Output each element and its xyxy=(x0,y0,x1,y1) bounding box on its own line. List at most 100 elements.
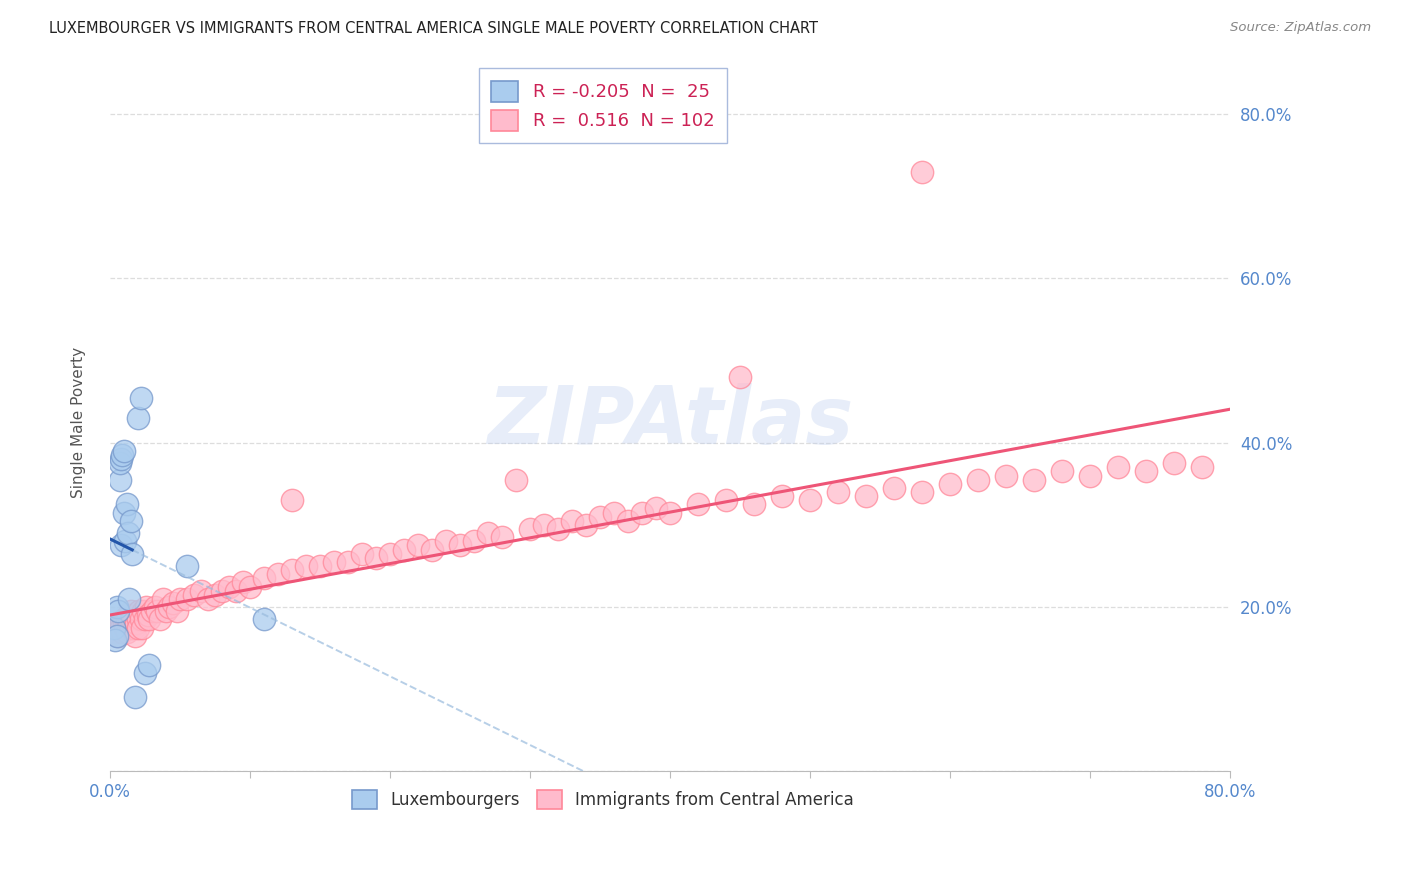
Point xyxy=(267,567,290,582)
Point xyxy=(742,497,765,511)
Point xyxy=(104,624,127,639)
Point xyxy=(120,621,142,635)
Point xyxy=(204,588,226,602)
Point xyxy=(112,506,135,520)
Point xyxy=(141,604,163,618)
Point xyxy=(111,624,134,639)
Point xyxy=(281,493,304,508)
Point xyxy=(120,604,142,618)
Point xyxy=(799,493,821,508)
Point xyxy=(129,612,152,626)
Point xyxy=(124,690,146,705)
Point xyxy=(162,596,184,610)
Point xyxy=(239,580,262,594)
Point xyxy=(218,580,240,594)
Point xyxy=(463,534,485,549)
Point xyxy=(939,476,962,491)
Point xyxy=(118,616,141,631)
Point xyxy=(131,621,153,635)
Point xyxy=(1191,460,1213,475)
Point xyxy=(434,534,457,549)
Point xyxy=(1078,468,1101,483)
Point xyxy=(135,600,157,615)
Point xyxy=(883,481,905,495)
Point xyxy=(659,506,682,520)
Point xyxy=(127,612,149,626)
Point xyxy=(728,370,751,384)
Point xyxy=(589,509,612,524)
Point xyxy=(561,514,583,528)
Point xyxy=(112,444,135,458)
Point xyxy=(110,616,132,631)
Point xyxy=(157,600,180,615)
Point xyxy=(134,612,156,626)
Point xyxy=(911,485,934,500)
Point xyxy=(1052,465,1074,479)
Text: Source: ZipAtlas.com: Source: ZipAtlas.com xyxy=(1230,21,1371,34)
Point xyxy=(152,591,174,606)
Point xyxy=(112,616,135,631)
Legend: Luxembourgers, Immigrants from Central America: Luxembourgers, Immigrants from Central A… xyxy=(346,783,860,815)
Point xyxy=(491,530,513,544)
Point xyxy=(120,514,142,528)
Point xyxy=(631,506,654,520)
Point xyxy=(122,621,145,635)
Point xyxy=(108,473,131,487)
Point xyxy=(770,489,793,503)
Point xyxy=(125,616,148,631)
Point xyxy=(128,604,150,618)
Point xyxy=(127,411,149,425)
Point xyxy=(449,538,471,552)
Point xyxy=(190,583,212,598)
Point xyxy=(117,526,139,541)
Point xyxy=(138,612,160,626)
Point xyxy=(105,629,128,643)
Point xyxy=(364,550,387,565)
Point xyxy=(104,632,127,647)
Point xyxy=(1024,473,1046,487)
Point xyxy=(127,621,149,635)
Point xyxy=(1135,465,1157,479)
Point xyxy=(911,164,934,178)
Point xyxy=(309,558,332,573)
Point xyxy=(232,575,254,590)
Point xyxy=(110,452,132,467)
Point xyxy=(118,591,141,606)
Point xyxy=(115,612,138,626)
Point xyxy=(111,448,134,462)
Point xyxy=(176,558,198,573)
Point xyxy=(392,542,415,557)
Point xyxy=(105,600,128,615)
Point xyxy=(108,616,131,631)
Point xyxy=(136,608,159,623)
Point xyxy=(121,612,143,626)
Point xyxy=(166,604,188,618)
Point xyxy=(149,612,172,626)
Point xyxy=(295,558,318,573)
Point xyxy=(124,629,146,643)
Point xyxy=(115,497,138,511)
Point xyxy=(420,542,443,557)
Point xyxy=(155,604,177,618)
Point xyxy=(519,522,541,536)
Point xyxy=(211,583,233,598)
Point xyxy=(197,591,219,606)
Point xyxy=(645,501,668,516)
Point xyxy=(253,612,276,626)
Text: ZIPAtlas: ZIPAtlas xyxy=(486,384,853,461)
Point xyxy=(225,583,247,598)
Point xyxy=(323,555,346,569)
Point xyxy=(108,456,131,470)
Point xyxy=(114,534,136,549)
Point xyxy=(176,591,198,606)
Point xyxy=(105,621,128,635)
Point xyxy=(336,555,359,569)
Point xyxy=(146,604,169,618)
Point xyxy=(575,517,598,532)
Point xyxy=(110,538,132,552)
Point xyxy=(406,538,429,552)
Point xyxy=(688,497,710,511)
Point xyxy=(617,514,640,528)
Point xyxy=(533,517,555,532)
Point xyxy=(138,657,160,672)
